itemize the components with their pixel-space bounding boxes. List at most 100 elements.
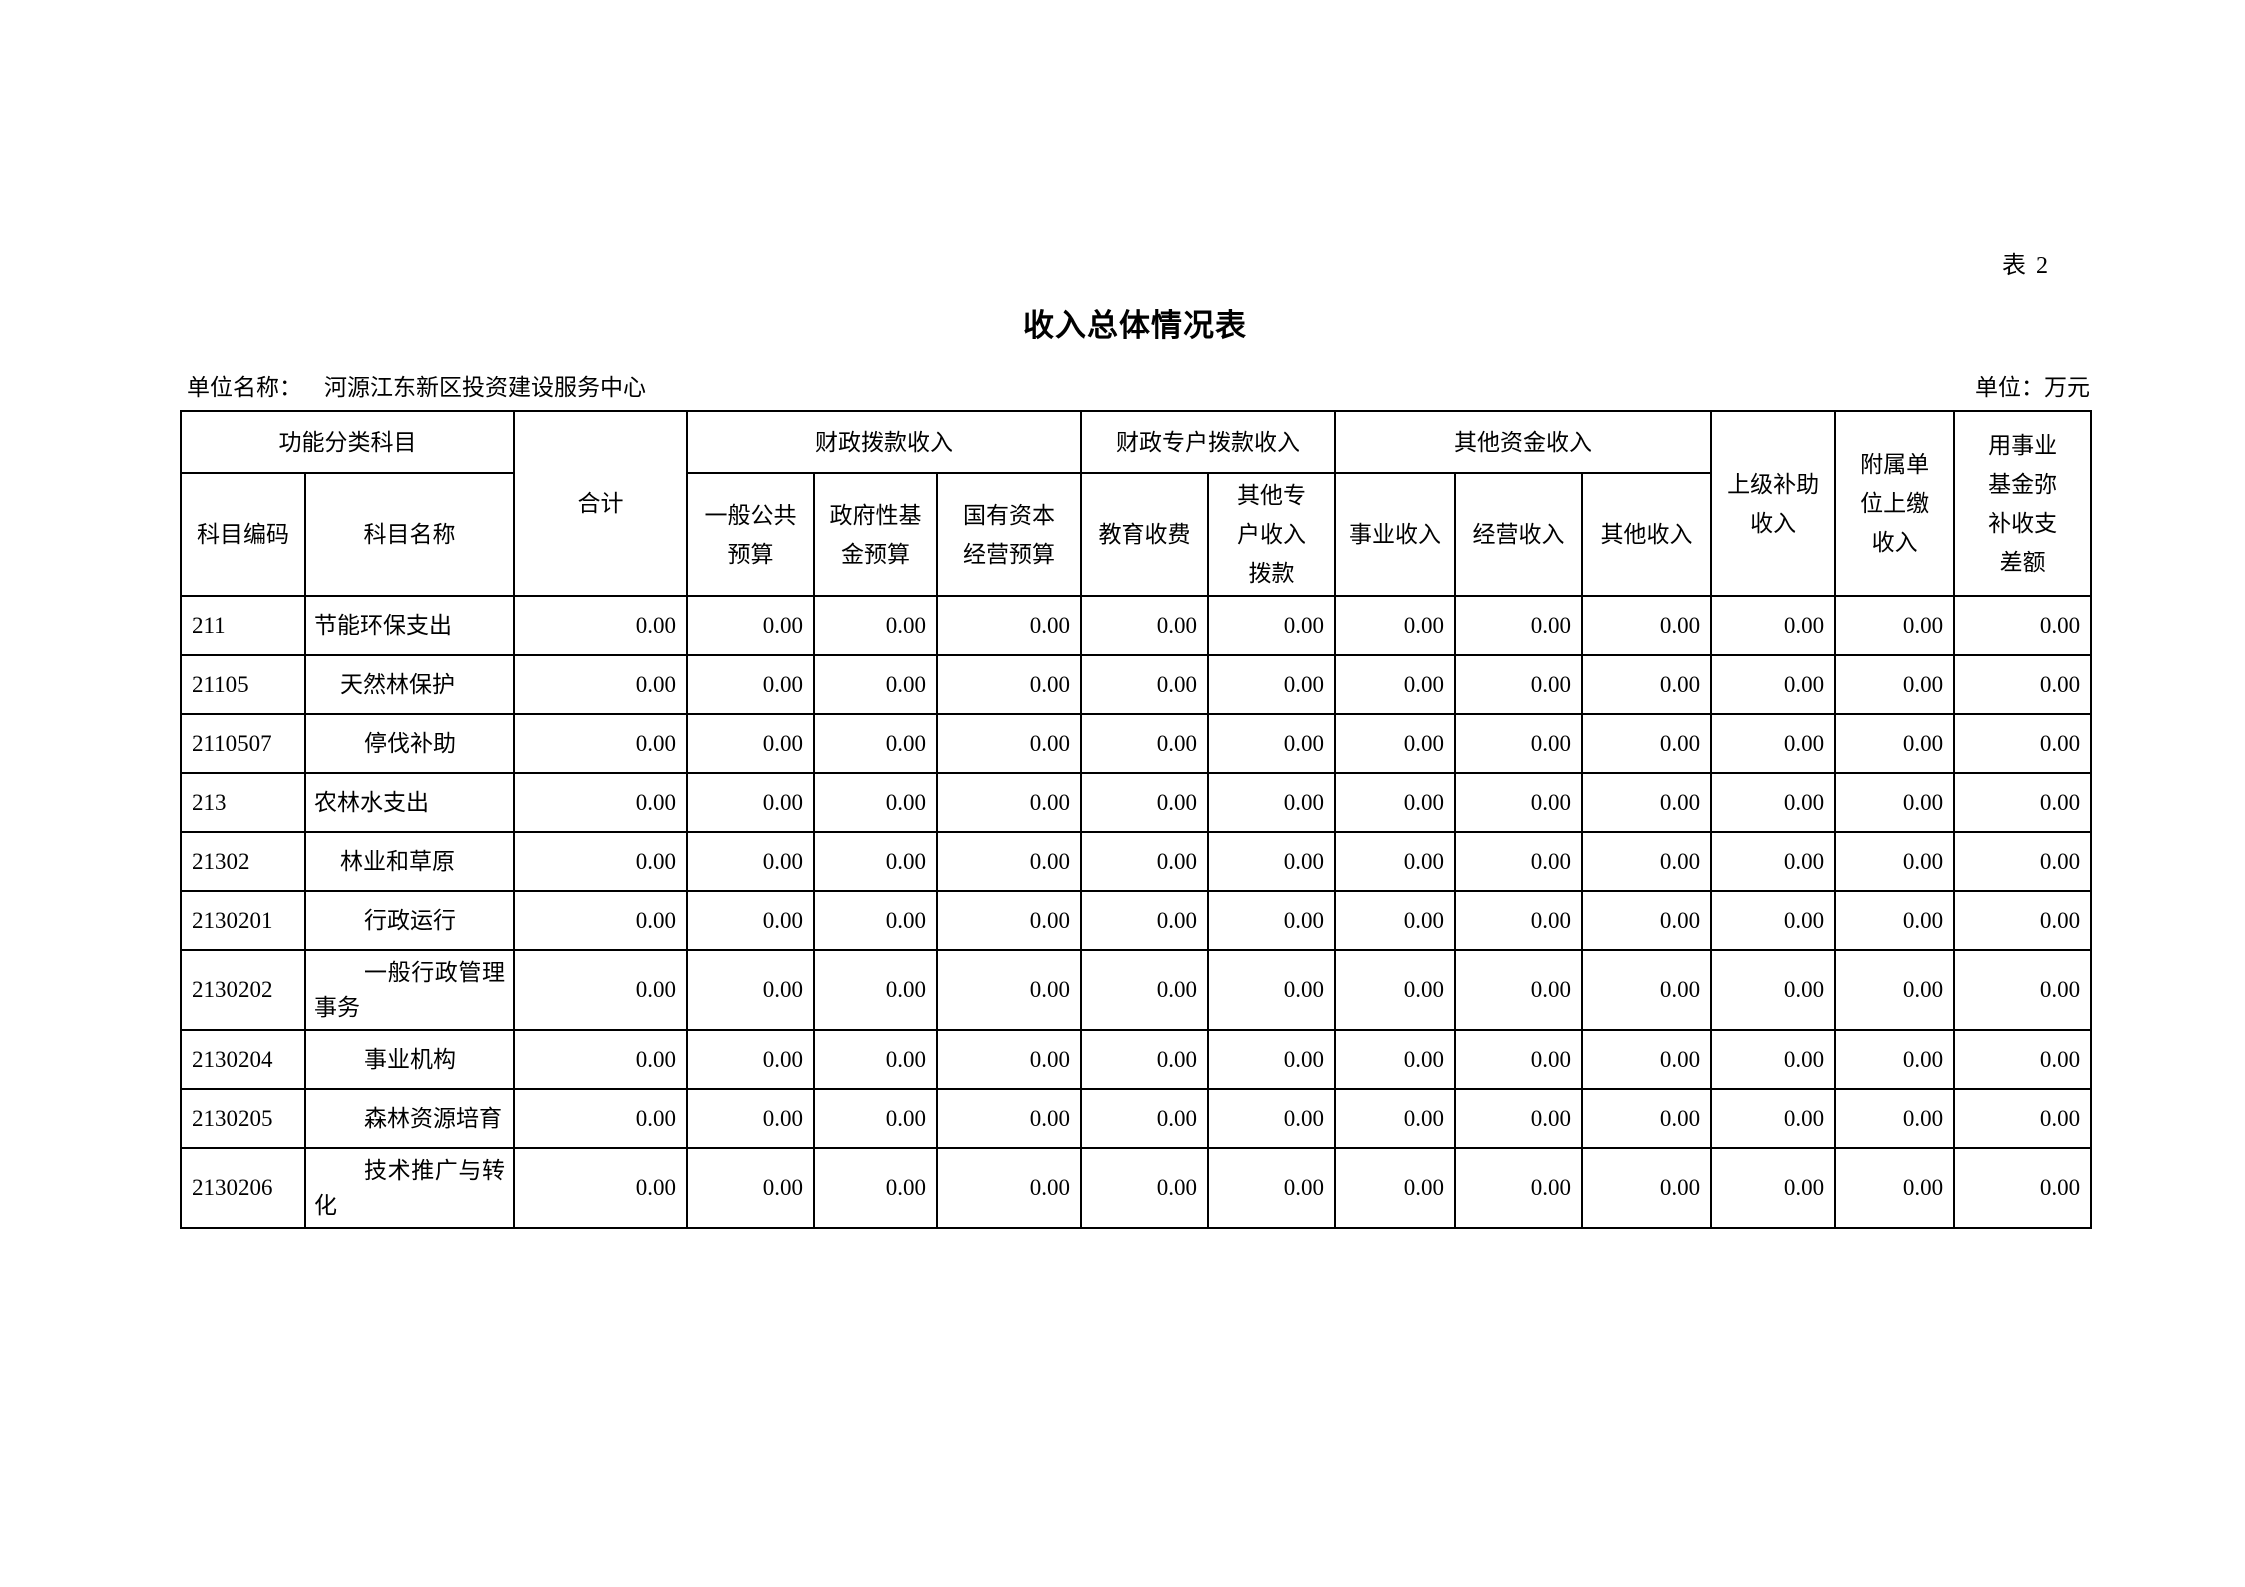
subject-code-cell: 213 — [180, 772, 306, 833]
value-cell: 0.00 — [813, 890, 938, 951]
value-cell: 0.00 — [813, 772, 938, 833]
header-group-row: 功能分类科目 合计 财政拨款收入 财政专户拨款收入 其他资金收入 上级补助 收入… — [180, 410, 2093, 597]
value-cell: 0.00 — [1454, 1147, 1584, 1229]
header-other-income: 其他收入 — [1581, 472, 1713, 597]
header-subject-name: 科目名称 — [304, 472, 515, 597]
subject-code-cell: 21105 — [180, 654, 306, 715]
value-cell: 0.00 — [813, 1088, 938, 1149]
value-cell: 0.00 — [686, 831, 815, 892]
value-cell: 0.00 — [686, 772, 815, 833]
value-cell: 0.00 — [1710, 595, 1837, 656]
value-cell: 0.00 — [513, 654, 688, 715]
value-cell: 0.00 — [1080, 831, 1210, 892]
value-cell: 0.00 — [1953, 1029, 2093, 1090]
value-cell: 0.00 — [1454, 772, 1584, 833]
subject-name-cell: 农林水支出 — [304, 772, 515, 833]
value-cell: 0.00 — [1710, 831, 1837, 892]
value-cell: 0.00 — [1834, 1147, 1956, 1229]
value-cell: 0.00 — [1207, 772, 1337, 833]
header-general-public-budget: 一般公共 预算 — [686, 472, 815, 597]
value-cell: 0.00 — [1953, 713, 2093, 774]
value-cell: 0.00 — [813, 831, 938, 892]
value-cell: 0.00 — [1080, 1088, 1210, 1149]
value-cell: 0.00 — [1334, 1029, 1457, 1090]
header-fiscal-special-account-group: 财政专户拨款收入 — [1080, 410, 1337, 474]
value-cell: 0.00 — [935, 654, 1083, 715]
value-cell: 0.00 — [1581, 1029, 1713, 1090]
value-cell: 0.00 — [1710, 1088, 1837, 1149]
value-cell: 0.00 — [1207, 1088, 1337, 1149]
value-cell: 0.00 — [1080, 713, 1210, 774]
value-cell: 0.00 — [1953, 949, 2093, 1031]
value-cell: 0.00 — [1581, 772, 1713, 833]
table-row: 21302 林业和草原 0.00 0.00 0.00 0.00 0.00 0.00 0.00 0.… — [180, 831, 2093, 892]
value-cell: 0.00 — [1080, 1029, 1210, 1090]
value-cell: 0.00 — [513, 1147, 688, 1229]
value-cell: 0.00 — [1080, 949, 1210, 1031]
value-cell: 0.00 — [1834, 1088, 1956, 1149]
value-cell: 0.00 — [1207, 890, 1337, 951]
table-body: 211 节能环保支出 0.00 0.00 0.00 0.00 0.00 0.00 0.00 0.0… — [180, 595, 2093, 1229]
header-govt-fund-budget: 政府性基 金预算 — [813, 472, 938, 597]
value-cell: 0.00 — [686, 713, 815, 774]
value-cell: 0.00 — [935, 1088, 1083, 1149]
value-cell: 0.00 — [1454, 595, 1584, 656]
value-cell: 0.00 — [686, 949, 815, 1031]
header-other-special-account: 其他专 户收入 拨款 — [1207, 472, 1337, 597]
value-cell: 0.00 — [1334, 772, 1457, 833]
value-cell: 0.00 — [1581, 654, 1713, 715]
value-cell: 0.00 — [1710, 1147, 1837, 1229]
subject-name-cell: 技术推广与转化 — [304, 1147, 515, 1229]
value-cell: 0.00 — [1080, 595, 1210, 656]
value-cell: 0.00 — [1207, 1029, 1337, 1090]
value-cell: 0.00 — [813, 1029, 938, 1090]
subject-name-cell: 林业和草原 — [304, 831, 515, 892]
subject-code-cell: 2130206 — [180, 1147, 306, 1229]
table-number-tag: 表 2 — [2002, 253, 2050, 279]
value-cell: 0.00 — [1454, 1088, 1584, 1149]
value-cell: 0.00 — [1953, 1147, 2093, 1229]
value-cell: 0.00 — [1953, 595, 2093, 656]
value-cell: 0.00 — [1334, 713, 1457, 774]
value-cell: 0.00 — [935, 595, 1083, 656]
unit-of-measure: 单位：万元 — [1975, 375, 2090, 400]
header-subject-code: 科目编码 — [180, 472, 306, 597]
unit-name-value: 河源江东新区投资建设服务中心 — [324, 375, 646, 400]
subject-name-cell: 森林资源培育 — [304, 1088, 515, 1149]
value-cell: 0.00 — [513, 1029, 688, 1090]
value-cell: 0.00 — [935, 1029, 1083, 1090]
subject-code-cell: 2130205 — [180, 1088, 306, 1149]
value-cell: 0.00 — [1953, 890, 2093, 951]
header-fiscal-appropriation-group: 财政拨款收入 — [685, 410, 1083, 474]
table-row: 2130202 一般行政管理事务 0.00 0.00 0.00 0.00 0.00 0.00 0… — [180, 949, 2093, 1031]
value-cell: 0.00 — [513, 772, 688, 833]
value-cell: 0.00 — [1454, 713, 1584, 774]
value-cell: 0.00 — [1953, 654, 2093, 715]
unit-name-label: 单位名称： — [187, 375, 302, 400]
value-cell: 0.00 — [813, 654, 938, 715]
value-cell: 0.00 — [1581, 595, 1713, 656]
value-cell: 0.00 — [513, 713, 688, 774]
value-cell: 0.00 — [686, 654, 815, 715]
header-functional-category: 功能分类科目 — [180, 410, 515, 474]
value-cell: 0.00 — [1581, 1147, 1713, 1229]
value-cell: 0.00 — [1581, 890, 1713, 951]
value-cell: 0.00 — [513, 831, 688, 892]
value-cell: 0.00 — [1581, 831, 1713, 892]
value-cell: 0.00 — [1334, 831, 1457, 892]
table-row: 21105 天然林保护 0.00 0.00 0.00 0.00 0.00 0.00 0.00 0.… — [180, 654, 2093, 715]
value-cell: 0.00 — [1080, 772, 1210, 833]
value-cell: 0.00 — [1080, 890, 1210, 951]
table-row: 2110507 停伐补助 0.00 0.00 0.00 0.00 0.00 0.00 0.00 0… — [180, 713, 2093, 774]
subject-name-cell: 天然林保护 — [304, 654, 515, 715]
value-cell: 0.00 — [1080, 654, 1210, 715]
value-cell: 0.00 — [1710, 713, 1837, 774]
value-cell: 0.00 — [1454, 654, 1584, 715]
value-cell: 0.00 — [1710, 1029, 1837, 1090]
value-cell: 0.00 — [1207, 831, 1337, 892]
subject-code-cell: 21302 — [180, 831, 306, 892]
value-cell: 0.00 — [1834, 831, 1956, 892]
income-overview-table: 功能分类科目 合计 财政拨款收入 财政专户拨款收入 其他资金收入 上级补助 收入… — [180, 410, 2093, 1229]
value-cell: 0.00 — [1953, 1088, 2093, 1149]
value-cell: 0.00 — [686, 595, 815, 656]
